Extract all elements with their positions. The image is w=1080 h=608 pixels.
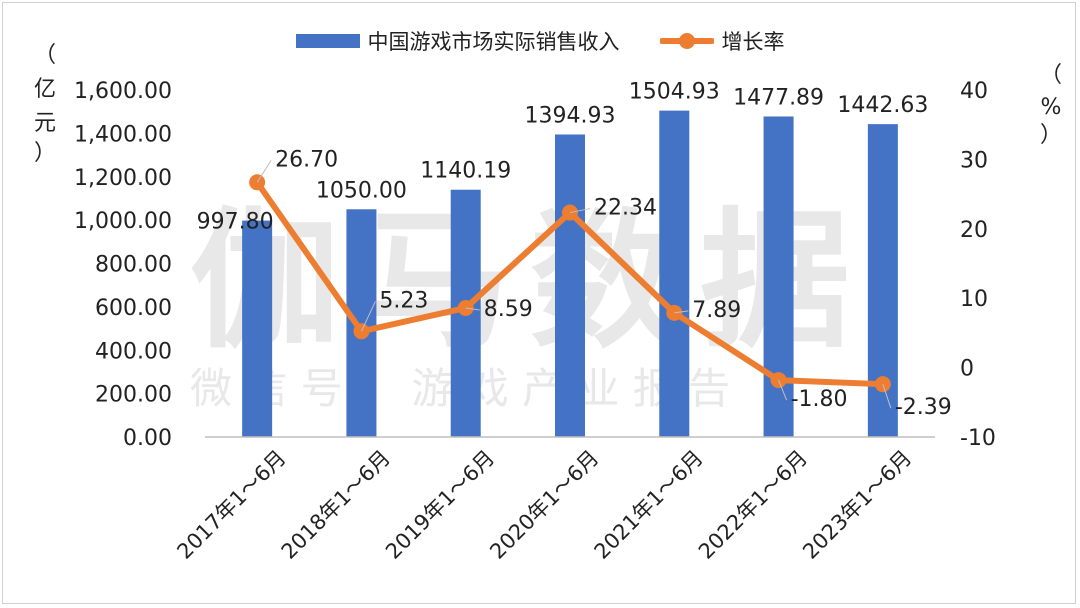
bar-revenue (346, 209, 377, 437)
bar-data-label: 997.80 (197, 210, 274, 235)
growth-data-label: 22.34 (594, 196, 657, 221)
x-axis-category-label: 2020年1～6月 (485, 446, 603, 564)
left-axis-tick-label: 0.00 (123, 426, 172, 451)
growth-leader-line (256, 160, 272, 183)
right-unit-char: ） (1039, 123, 1062, 148)
growth-data-label: 5.23 (379, 288, 428, 313)
left-axis-tick-label: 800.00 (95, 253, 172, 278)
right-axis-tick-label: 20 (960, 218, 988, 243)
bar-revenue (659, 110, 690, 437)
left-axis-tick-label: 1,200.00 (74, 166, 172, 191)
bar-revenue (242, 220, 273, 437)
legend-swatch-line (659, 33, 714, 49)
right-axis-tick-label: 10 (960, 287, 988, 312)
bar-data-label: 1394.93 (525, 103, 616, 128)
legend-label-revenue: 中国游戏市场实际销售收入 (367, 30, 620, 54)
bar-data-label: 1504.93 (629, 80, 720, 105)
bar-data-label: 1050.00 (316, 178, 407, 203)
left-unit-char: 亿 (33, 77, 56, 102)
legend-swatch-bar (295, 34, 360, 48)
growth-leader-line (360, 301, 376, 332)
left-axis-tick-label: 600.00 (95, 296, 172, 321)
growth-leader-line (674, 310, 689, 314)
x-axis-category-label: 2017年1～6月 (172, 446, 290, 564)
left-axis-tick-label: 1,600.00 (74, 79, 172, 104)
left-axis-tick-label: 1,000.00 (74, 209, 172, 234)
right-axis-tick-label: -10 (960, 426, 996, 451)
growth-data-label: 7.89 (692, 298, 741, 323)
x-axis-category-label: 2018年1～6月 (277, 446, 395, 564)
growth-leader-line (465, 307, 480, 311)
left-unit-char: 元 (33, 111, 56, 136)
right-axis-tick-label: 0 (960, 357, 974, 382)
right-unit-char: （ (1039, 63, 1062, 88)
x-axis-category-label: 2023年1～6月 (798, 446, 916, 564)
legend-label-growth: 增长率 (721, 30, 785, 54)
bar-revenue (555, 134, 585, 438)
left-unit-char: ） (33, 141, 56, 166)
right-axis-tick-label: 30 (960, 148, 988, 173)
x-axis-category-label: 2019年1～6月 (381, 446, 499, 564)
bar-data-label: 1477.89 (733, 85, 824, 110)
growth-data-label: 8.59 (484, 297, 533, 322)
x-axis-category-label: 2022年1～6月 (694, 446, 812, 564)
right-axis-tick-label: 40 (960, 79, 988, 104)
growth-leader-line (778, 379, 788, 401)
growth-data-label: -1.80 (791, 387, 848, 412)
chart-legend: 中国游戏市场实际销售收入 增长率 (0, 26, 1080, 56)
bar-data-label: 1442.63 (837, 93, 928, 118)
bar-revenue (763, 116, 794, 437)
left-axis-tick-label: 400.00 (95, 339, 172, 364)
growth-data-label: 26.70 (275, 147, 338, 172)
bar-data-label: 1140.19 (420, 159, 511, 184)
left-unit-char: （ (33, 43, 56, 68)
legend-item-growth: 增长率 (659, 26, 785, 56)
growth-data-label: -2.39 (895, 395, 952, 420)
legend-item-revenue: 中国游戏市场实际销售收入 (295, 26, 620, 56)
left-axis-tick-label: 200.00 (95, 383, 172, 408)
right-unit-char: % (1040, 95, 1062, 120)
right-axis-unit: （ % ） (1038, 64, 1064, 148)
growth-leader-line (882, 384, 892, 409)
x-axis-category-label: 2021年1～6月 (590, 446, 708, 564)
left-axis-tick-label: 1,400.00 (74, 122, 172, 147)
growth-leader-line (569, 208, 591, 214)
left-axis-unit: （ 亿 元 ） (32, 44, 58, 166)
